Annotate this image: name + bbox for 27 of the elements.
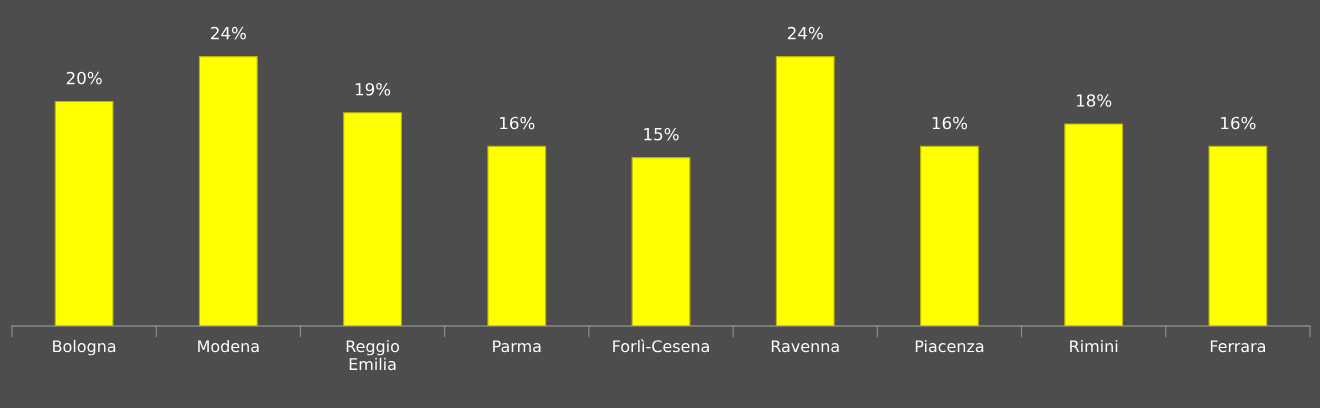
x-tick-label: Rimini: [1070, 339, 1118, 353]
x-tick-label: Piacenza: [915, 339, 984, 353]
bar: [343, 112, 402, 326]
bar: [775, 56, 835, 326]
bar: [487, 145, 547, 326]
x-tick-label: Bologna: [53, 339, 116, 356]
data-label: 18%: [1076, 94, 1112, 107]
data-label: 20%: [66, 71, 102, 85]
bar: [1208, 145, 1268, 326]
x-tick-label: Ravenna: [771, 340, 839, 353]
data-label: 24%: [211, 26, 246, 40]
bar: [1064, 123, 1124, 326]
data-label: 15%: [644, 127, 679, 141]
bar: [920, 145, 979, 326]
bar: [198, 56, 258, 326]
data-label: 16%: [1221, 116, 1256, 130]
x-tick-label: Ferrara: [1210, 340, 1266, 353]
data-label: 24%: [787, 26, 823, 40]
x-tick-label: Modena: [198, 339, 259, 353]
bar: [54, 100, 114, 326]
x-tick-label: Parma: [493, 340, 541, 353]
bar: [631, 157, 691, 326]
data-label: 16%: [500, 116, 535, 130]
x-tick-label: Reggio Emilia: [346, 339, 400, 371]
data-label: 19%: [355, 82, 391, 96]
x-tick-label: Forlì-Cesena: [613, 339, 709, 353]
data-label: 16%: [932, 116, 968, 130]
